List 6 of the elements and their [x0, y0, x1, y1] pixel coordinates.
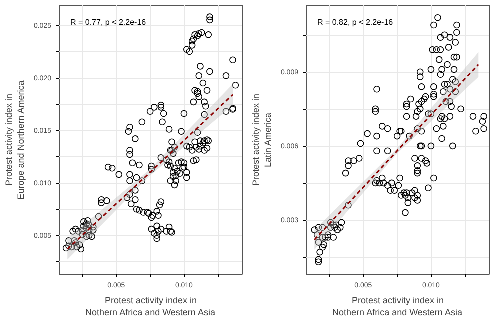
annotation: R = 0.77, p < 2.2e-16 — [70, 18, 147, 28]
y-axis-title: Protest activity index in Latin America — [250, 94, 273, 186]
x-axis-title: Protest activity index in Nothern Africa and Western Asia — [86, 296, 216, 318]
x-axis-title: Protest activity index in Nothern Africa and Western Asia — [332, 296, 462, 318]
y-axis-title: Protest activity index in Europe and Northern America — [4, 80, 26, 200]
annotation: R = 0.82, p < 2.2e-16 — [317, 18, 394, 28]
